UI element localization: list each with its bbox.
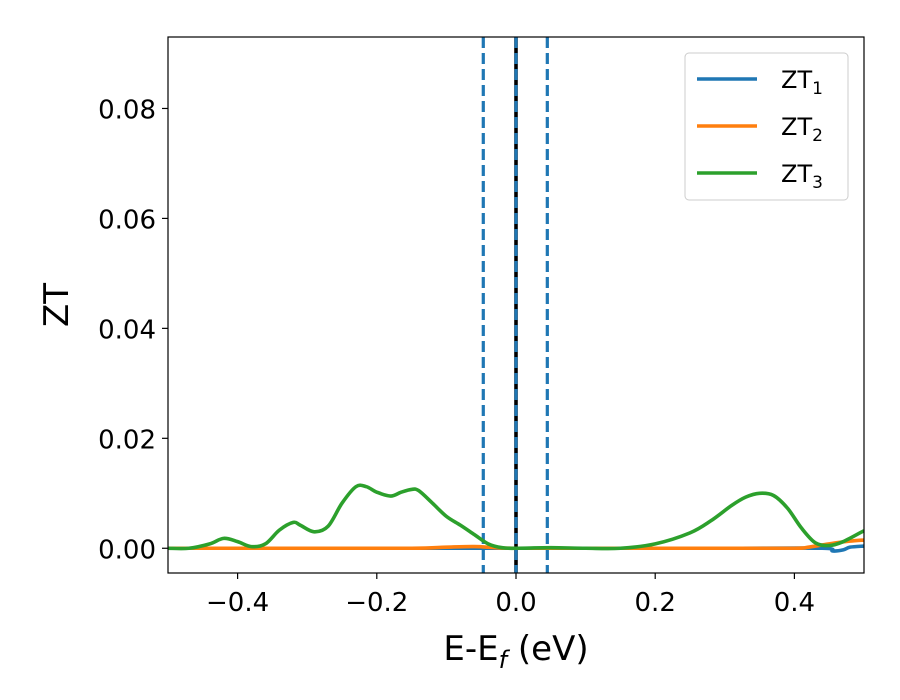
x-axis-title-unit: (eV) (507, 629, 589, 669)
y-tick-label: 0.00 (98, 535, 156, 565)
x-axis-title-base: E-E (443, 629, 498, 669)
y-tick-label: 0.04 (98, 315, 156, 345)
y-tick-label: 0.06 (98, 205, 156, 235)
legend-box (684, 52, 849, 201)
x-tick-label: 0.4 (774, 588, 815, 618)
y-axis-title: ZT (37, 283, 77, 327)
y-tick-label: 0.02 (98, 425, 156, 455)
legend-label-2: ZT2 (781, 113, 823, 146)
x-tick-label: 0.2 (635, 588, 676, 618)
plot-area (168, 37, 864, 573)
x-tick-label: 0.0 (495, 588, 536, 618)
series-line-3 (168, 483, 864, 551)
legend-label-1: ZT1 (781, 66, 823, 99)
x-tick-label: −0.4 (206, 588, 269, 618)
x-axis: −0.4 −0.2 0.0 0.2 0.4 (206, 573, 815, 618)
x-axis-title: E-Ef (eV) (443, 629, 588, 674)
y-tick-label: 0.08 (98, 95, 156, 125)
x-tick-label: −0.2 (345, 588, 408, 618)
legend: ZT1 ZT2 ZT3 (684, 52, 849, 201)
y-axis: 0.00 0.02 0.04 0.06 0.08 (98, 95, 168, 565)
legend-label-3: ZT3 (781, 160, 823, 193)
